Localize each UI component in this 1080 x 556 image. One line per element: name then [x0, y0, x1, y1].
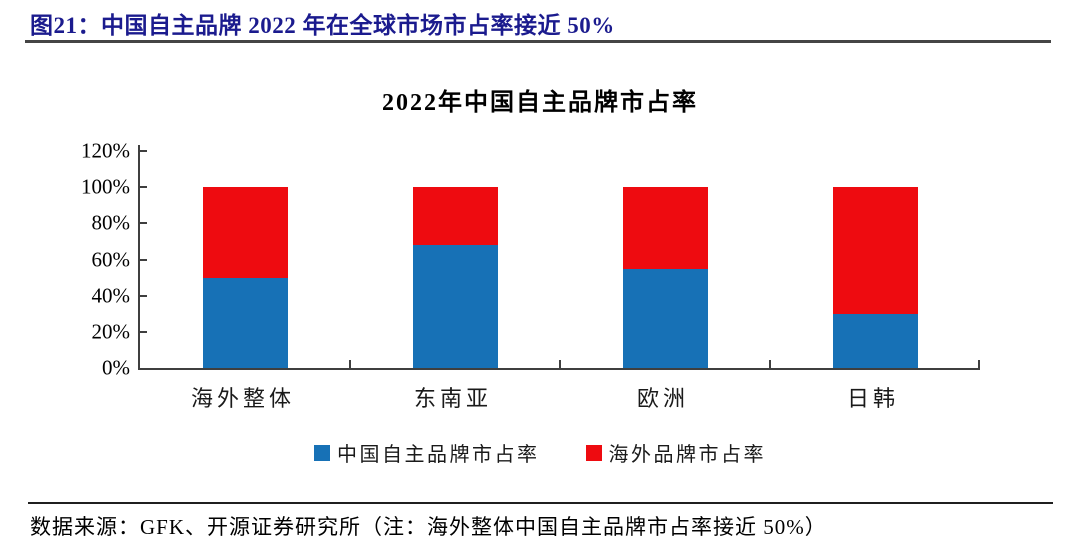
- y-axis-tick-label: 20%: [91, 319, 131, 344]
- legend-item: 海外品牌市占率: [585, 438, 767, 467]
- legend-swatch-icon: [585, 444, 602, 461]
- y-axis-tick-mark: [140, 330, 147, 333]
- x-axis-category-label: 东南亚: [413, 386, 493, 411]
- y-axis-tick-label: 0%: [102, 355, 130, 380]
- y-axis-tick-label: 120%: [81, 138, 130, 163]
- plot-area: [138, 145, 980, 370]
- legend-label: 中国自主品牌市占率: [337, 444, 540, 466]
- y-axis-tick-label: 100%: [81, 174, 130, 199]
- bar-segment: [622, 268, 708, 368]
- y-axis-tick-label: 40%: [91, 283, 131, 308]
- y-axis-tick-mark: [140, 258, 147, 261]
- x-axis-tick-mark: [978, 360, 980, 368]
- bar-segment: [412, 245, 498, 368]
- y-axis-tick-mark: [140, 150, 147, 152]
- x-axis-category-label: 海外整体: [190, 386, 296, 411]
- y-axis-tick-mark: [140, 294, 147, 297]
- legend-item: 中国自主品牌市占率: [314, 438, 540, 467]
- y-axis-tick-label: 60%: [91, 247, 131, 271]
- chart-title: 2022年中国自主品牌市占率: [382, 90, 698, 116]
- legend: 中国自主品牌市占率 海外品牌市占率: [0, 438, 1080, 467]
- bar-segment: [202, 277, 288, 368]
- bar-segment: [832, 187, 918, 314]
- legend-swatch-icon: [314, 444, 330, 461]
- y-axis-tick-mark: [140, 186, 147, 189]
- figure-header-divider: [25, 40, 1051, 43]
- legend-label: 海外品牌市占率: [608, 444, 766, 466]
- bar-segment: [202, 187, 288, 278]
- x-axis-category-label: 欧洲: [636, 386, 690, 411]
- x-axis-category-label: 日韩: [846, 386, 900, 411]
- figure-header-title: 图21：中国自主品牌 2022 年在全球市场市占率接近 50%: [30, 13, 615, 38]
- x-axis-tick-mark: [769, 360, 771, 368]
- y-axis-tick-mark: [140, 222, 147, 225]
- source-note: 数据来源：GFK、开源证券研究所（注：海外整体中国自主品牌市占率接近 50%）: [30, 515, 827, 539]
- footer-divider: [28, 502, 1053, 504]
- bar-segment: [832, 313, 918, 368]
- x-axis-tick-mark: [559, 360, 561, 368]
- y-axis-tick-label: 80%: [91, 210, 131, 235]
- bar-segment: [622, 187, 708, 269]
- bar-segment: [412, 187, 498, 246]
- x-axis-tick-mark: [349, 360, 351, 368]
